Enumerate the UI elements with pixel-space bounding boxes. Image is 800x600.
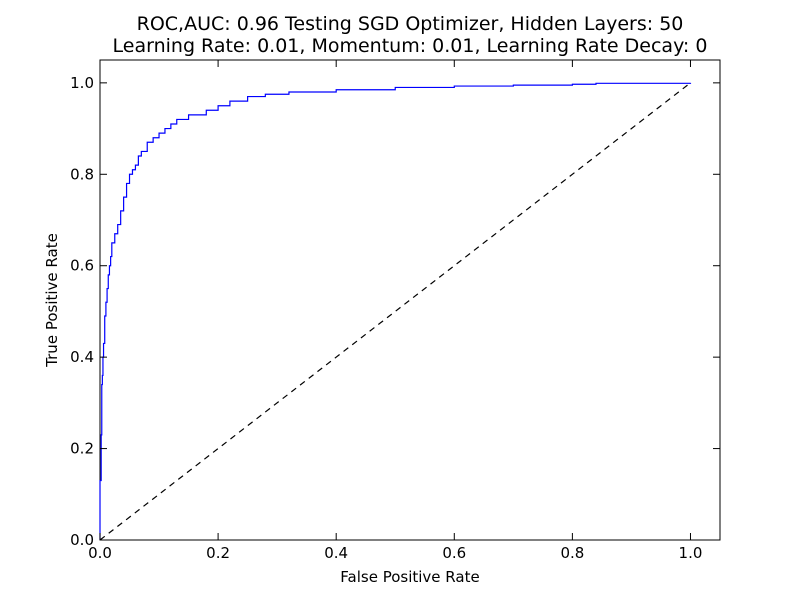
x-tick-label: 0.0 <box>88 544 112 562</box>
chance-diagonal-line <box>99 82 691 541</box>
x-tick-label: 0.8 <box>560 544 584 562</box>
y-tick-label: 0.0 <box>70 531 94 549</box>
roc-curve-line <box>99 82 692 540</box>
chart-title-line-1: ROC,AUC: 0.96 Testing SGD Optimizer, Hid… <box>137 13 684 35</box>
chart-title: ROC,AUC: 0.96 Testing SGD Optimizer, Hid… <box>113 13 708 57</box>
y-tick-label: 0.6 <box>70 257 94 275</box>
plot-area <box>99 59 721 541</box>
y-axis-label: True Positive Rate <box>43 233 61 368</box>
x-tick-label: 0.2 <box>206 544 230 562</box>
y-tick-label: 0.4 <box>70 348 94 366</box>
x-tick-label: 0.4 <box>324 544 348 562</box>
series-layer <box>99 82 692 541</box>
y-tick-label: 1.0 <box>70 74 94 92</box>
y-axis-ticks: 0.0 0.2 0.4 0.6 0.8 1.0 <box>70 74 720 549</box>
x-tick-label: 0.6 <box>442 544 466 562</box>
x-axis-ticks: 0.0 0.2 0.4 0.6 0.8 1.0 <box>88 60 702 562</box>
x-tick-label: 1.0 <box>679 544 703 562</box>
x-axis-label: False Positive Rate <box>340 568 479 586</box>
y-tick-label: 0.8 <box>70 165 94 183</box>
chart-title-line-2: Learning Rate: 0.01, Momentum: 0.01, Lea… <box>113 35 708 57</box>
y-tick-label: 0.2 <box>70 440 94 458</box>
